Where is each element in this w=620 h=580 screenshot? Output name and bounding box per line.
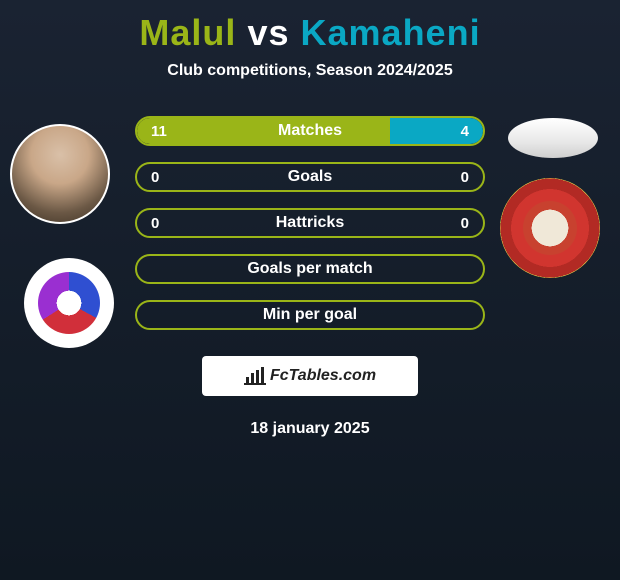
bar-label: Goals per match — [137, 260, 483, 278]
stat-bar: 114Matches — [135, 116, 485, 146]
stat-bar: Goals per match — [135, 254, 485, 284]
page-title: Malul vs Kamaheni — [0, 12, 620, 54]
player1-club-logo — [24, 258, 114, 348]
stat-bar: Min per goal — [135, 300, 485, 330]
player1-name: Malul — [139, 12, 236, 53]
bar-label: Hattricks — [137, 214, 483, 232]
player2-photo — [508, 118, 598, 158]
club-logo-icon — [38, 272, 100, 334]
brand-badge: FcTables.com — [202, 356, 418, 396]
bar-label: Matches — [137, 122, 483, 140]
bar-label: Goals — [137, 168, 483, 186]
chart-icon — [244, 367, 266, 385]
comparison-card: Malul vs Kamaheni Club competitions, Sea… — [0, 0, 620, 438]
vs-text: vs — [247, 12, 289, 53]
player2-club-logo — [500, 178, 600, 278]
club-logo-icon — [523, 201, 577, 255]
date-text: 18 january 2025 — [0, 420, 620, 438]
bar-label: Min per goal — [137, 306, 483, 324]
player1-photo — [10, 124, 110, 224]
stat-bars: 114Matches 00Goals 00Hattricks Goals per ma… — [135, 116, 485, 330]
stat-bar: 00Hattricks — [135, 208, 485, 238]
brand-text: FcTables.com — [270, 367, 376, 385]
stat-bar: 00Goals — [135, 162, 485, 192]
player2-name: Kamaheni — [301, 12, 481, 53]
subtitle: Club competitions, Season 2024/2025 — [0, 62, 620, 80]
